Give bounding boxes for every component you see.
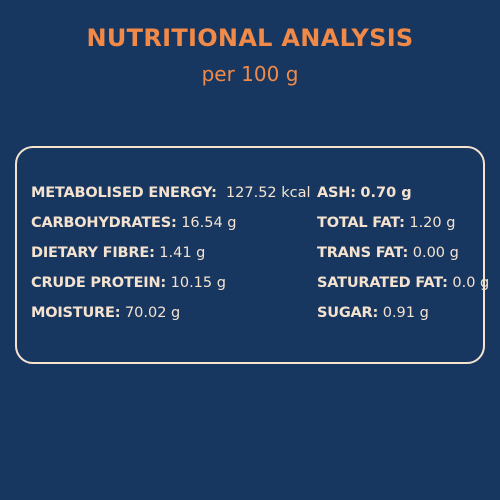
nutrient-row-ash: ASH: 0.70 g (317, 182, 489, 212)
nutrient-row-crude-protein: CRUDE PROTEIN: 10.15 g (31, 272, 311, 302)
nutrient-label: METABOLISED ENERGY: (31, 185, 217, 201)
nutrient-row-moisture: MOISTURE: 70.02 g (31, 302, 311, 332)
nutrient-value: 16.54 g (181, 215, 237, 231)
nutrient-value: 127.52 kcal (225, 185, 311, 201)
nutrient-row-sugar: SUGAR: 0.91 g (317, 302, 489, 332)
nutrient-label: ASH: (317, 185, 356, 201)
nutrient-row-carbohydrates: CARBOHYDRATES: 16.54 g (31, 212, 311, 242)
nutrient-row-trans-fat: TRANS FAT: 0.00 g (317, 242, 489, 272)
page-subtitle: per 100 g (201, 62, 299, 86)
nutrient-value: 0.00 g (412, 245, 459, 261)
nutrient-label: TRANS FAT: (317, 245, 409, 261)
nutrient-value: 70.02 g (124, 305, 181, 321)
nutrient-label: SATURATED FAT: (317, 275, 448, 291)
nutrient-label: MOISTURE: (31, 305, 121, 321)
nutrition-column-left: METABOLISED ENERGY: 127.52 kcal CARBOHYD… (31, 182, 311, 332)
nutrient-label: CARBOHYDRATES: (31, 215, 177, 231)
nutrient-label: SUGAR: (317, 305, 379, 321)
nutrition-panel: METABOLISED ENERGY: 127.52 kcal CARBOHYD… (15, 146, 489, 364)
nutrient-row-metabolised-energy: METABOLISED ENERGY: 127.52 kcal (31, 182, 311, 212)
nutrient-row-total-fat: TOTAL FAT: 1.20 g (317, 212, 489, 242)
nutrition-column-right: ASH: 0.70 g TOTAL FAT: 1.20 g TRANS FAT:… (317, 182, 489, 332)
nutrient-label: DIETARY FIBRE: (31, 245, 155, 261)
nutrient-value: 10.15 g (170, 275, 226, 291)
nutrient-value: 0.70 g (360, 185, 412, 201)
nutrient-value: 1.41 g (159, 245, 206, 261)
page-title: NUTRITIONAL ANALYSIS (86, 24, 414, 52)
nutrient-row-dietary-fibre: DIETARY FIBRE: 1.41 g (31, 242, 311, 272)
nutrient-row-saturated-fat: SATURATED FAT: 0.0 g (317, 272, 489, 302)
nutrient-value: 0.0 g (452, 275, 490, 291)
nutrient-value: 1.20 g (409, 215, 456, 231)
nutrient-value: 0.91 g (382, 305, 429, 321)
nutrient-label: TOTAL FAT: (317, 215, 405, 231)
nutrient-label: CRUDE PROTEIN: (31, 275, 167, 291)
